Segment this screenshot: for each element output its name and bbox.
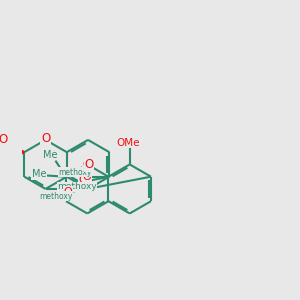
Text: methoxy: methoxy [58,168,92,177]
Text: O: O [0,134,8,146]
Text: methoxy: methoxy [39,192,72,201]
Text: O: O [85,158,94,171]
Text: O: O [64,187,72,197]
Text: Me: Me [32,169,46,179]
Text: O: O [83,172,92,182]
Text: O: O [82,158,92,171]
Text: O: O [78,176,87,185]
Text: methoxy: methoxy [57,182,97,191]
Text: Me: Me [44,150,58,160]
Text: O: O [41,132,50,145]
Text: OMe: OMe [116,138,140,148]
